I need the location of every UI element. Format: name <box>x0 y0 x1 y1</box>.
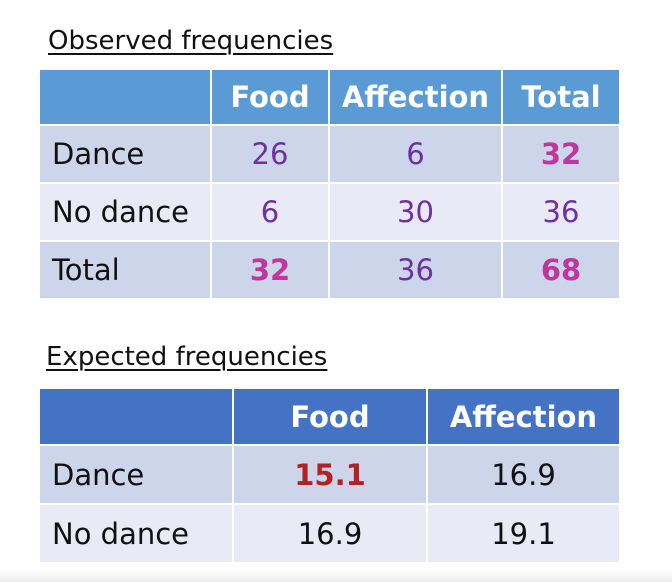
expected-frequencies-heading: Expected frequencies <box>46 342 328 372</box>
observed-frequencies-heading: Observed frequencies <box>48 26 334 56</box>
row-label-dance: Dance <box>38 124 212 184</box>
row-label-no-dance: No dance <box>38 503 234 564</box>
column-header-affection: Affection <box>426 387 621 446</box>
row-label-no-dance: No dance <box>38 182 212 242</box>
column-header-affection: Affection <box>328 68 503 126</box>
cell-dance-food: 26 <box>210 124 330 184</box>
column-header-food: Food <box>232 387 428 446</box>
observed-frequencies-table: Food Affection Total Dance 26 6 32 No da… <box>38 68 621 300</box>
table-header-row: Food Affection <box>38 387 621 446</box>
table-row: No dance 16.9 19.1 <box>38 503 621 564</box>
cell-dance-affection: 6 <box>328 124 503 184</box>
cell-no-dance-food: 6 <box>210 182 330 242</box>
cell-no-dance-food: 16.9 <box>232 503 428 564</box>
bottom-edge-shade <box>0 568 672 582</box>
cell-no-dance-total: 36 <box>501 182 621 242</box>
table-header-row: Food Affection Total <box>38 68 621 126</box>
table-row: No dance 6 30 36 <box>38 182 621 242</box>
cell-no-dance-affection: 19.1 <box>426 503 621 564</box>
cell-dance-total: 32 <box>501 124 621 184</box>
expected-frequencies-table: Food Affection Dance 15.1 16.9 No dance … <box>38 387 621 564</box>
table-row: Total 32 36 68 <box>38 240 621 300</box>
header-corner-cell <box>38 387 234 446</box>
column-header-total: Total <box>501 68 621 126</box>
cell-dance-affection: 16.9 <box>426 444 621 505</box>
cell-total-total: 68 <box>501 240 621 300</box>
table-row: Dance 15.1 16.9 <box>38 444 621 505</box>
cell-total-food: 32 <box>210 240 330 300</box>
table-row: Dance 26 6 32 <box>38 124 621 184</box>
cell-total-affection: 36 <box>328 240 503 300</box>
cell-dance-food: 15.1 <box>232 444 428 505</box>
row-label-dance: Dance <box>38 444 234 505</box>
column-header-food: Food <box>210 68 330 126</box>
header-corner-cell <box>38 68 212 126</box>
row-label-total: Total <box>38 240 212 300</box>
cell-no-dance-affection: 30 <box>328 182 503 242</box>
